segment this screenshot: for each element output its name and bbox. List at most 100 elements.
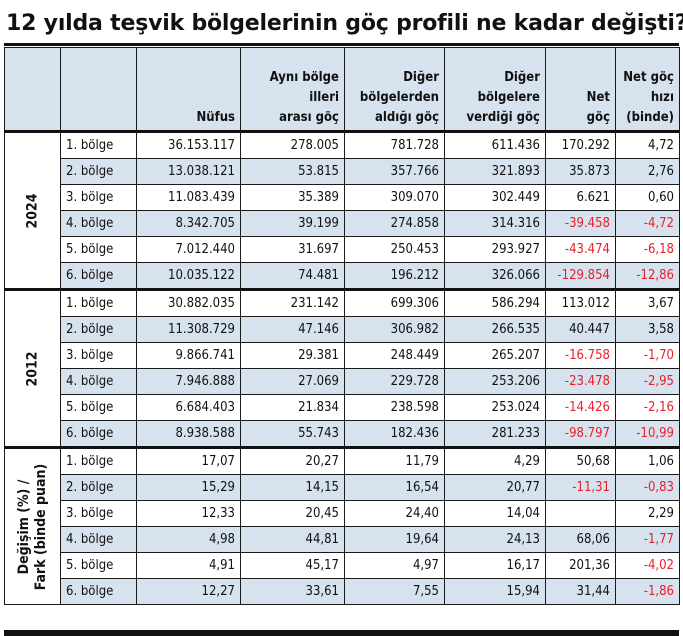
data-cell: 74.481 bbox=[240, 262, 345, 290]
section-label-line: 2012 bbox=[24, 350, 40, 387]
data-cell: -2,95 bbox=[615, 368, 680, 395]
data-cell: 586.294 bbox=[444, 288, 546, 317]
column-header-line: Nüfus bbox=[196, 110, 236, 125]
data-cell: 229.728 bbox=[344, 368, 445, 395]
data-cell: 21.834 bbox=[240, 394, 345, 421]
data-cell: 40.447 bbox=[545, 316, 616, 343]
table-row: 4. bölge 8.342.705 39.199 274.858 314.316 -39… bbox=[5, 210, 680, 237]
section-label: 2024 bbox=[4, 130, 61, 290]
data-cell: -1,86 bbox=[615, 578, 680, 605]
data-cell: -16.758 bbox=[545, 342, 616, 369]
column-header: Nüfus bbox=[136, 47, 241, 132]
data-cell: 314.316 bbox=[444, 210, 546, 237]
data-cell: 699.306 bbox=[344, 288, 445, 317]
region-label: 5. bölge bbox=[60, 236, 137, 263]
column-header: Diğer bölgelerden aldığı göç bbox=[344, 47, 445, 132]
region-label: 4. bölge bbox=[60, 210, 137, 237]
data-cell: 309.070 bbox=[344, 184, 445, 211]
data-cell: 250.453 bbox=[344, 236, 445, 263]
data-cell: 357.766 bbox=[344, 158, 445, 185]
data-cell: 321.893 bbox=[444, 158, 546, 185]
data-cell: 4,72 bbox=[615, 130, 680, 159]
table-row: 2. bölge 11.308.729 47.146 306.982 266.535 40… bbox=[5, 316, 680, 343]
data-cell: 7.012.440 bbox=[136, 236, 241, 263]
data-cell: 16,17 bbox=[444, 552, 546, 579]
region-label: 2. bölge bbox=[60, 316, 137, 343]
data-cell: 27.069 bbox=[240, 368, 345, 395]
region-label: 6. bölge bbox=[60, 262, 137, 290]
column-header-line: hızı bbox=[650, 90, 674, 105]
data-cell: 3,67 bbox=[615, 288, 680, 317]
section-label-line: 2024 bbox=[24, 192, 40, 229]
region-label: 1. bölge bbox=[60, 446, 137, 475]
data-cell: -39.458 bbox=[545, 210, 616, 237]
page-title: 12 yılda teşvik bölgelerinin göç profili… bbox=[6, 11, 683, 36]
column-header-line: göç bbox=[586, 110, 610, 125]
section-label-text: 2024 bbox=[24, 193, 41, 228]
data-cell: 8.938.588 bbox=[136, 420, 241, 448]
data-cell: 47.146 bbox=[240, 316, 345, 343]
column-header: Net göç bbox=[545, 47, 616, 132]
data-cell: 2,76 bbox=[615, 158, 680, 185]
data-cell: 266.535 bbox=[444, 316, 546, 343]
column-header: Aynı bölge illeri arası göç bbox=[240, 47, 345, 132]
data-cell: -10,99 bbox=[615, 420, 680, 448]
data-cell: 3,58 bbox=[615, 316, 680, 343]
region-label: 3. bölge bbox=[60, 184, 137, 211]
data-cell: 274.858 bbox=[344, 210, 445, 237]
data-cell: 33,61 bbox=[240, 578, 345, 605]
column-header-line: Diğer bbox=[403, 70, 439, 85]
header-row: Nüfus Aynı bölge illeri arası göç Diğer bölge… bbox=[4, 47, 680, 132]
data-cell: 248.449 bbox=[344, 342, 445, 369]
data-cell: 781.728 bbox=[344, 130, 445, 159]
column-header-line: Net bbox=[586, 90, 610, 105]
data-cell: 265.207 bbox=[444, 342, 546, 369]
data-cell: 4,98 bbox=[136, 526, 241, 553]
section-label: Değişim (%) / Fark (binde puan) bbox=[4, 446, 61, 605]
data-cell: 19,64 bbox=[344, 526, 445, 553]
bottom-rule bbox=[4, 630, 679, 636]
data-cell: 231.142 bbox=[240, 288, 345, 317]
table-row: 3. bölge 12,33 20,45 24,40 14,04 2,29 bbox=[5, 500, 680, 527]
header-region-corner bbox=[60, 47, 137, 132]
column-header-line: Diğer bbox=[504, 70, 540, 85]
region-label: 3. bölge bbox=[60, 342, 137, 369]
table-header: Nüfus Aynı bölge illeri arası göç Diğer bölge… bbox=[4, 47, 680, 132]
data-cell: 31,44 bbox=[545, 578, 616, 605]
data-cell: 2,29 bbox=[615, 500, 680, 527]
data-cell: 8.342.705 bbox=[136, 210, 241, 237]
data-cell: 611.436 bbox=[444, 130, 546, 159]
section-label-text: 2012 bbox=[24, 351, 41, 386]
data-cell: 196.212 bbox=[344, 262, 445, 290]
data-cell bbox=[545, 500, 616, 527]
data-cell: -4,02 bbox=[615, 552, 680, 579]
column-header-line: verdiği göç bbox=[466, 110, 541, 125]
table-row: Değişim (%) / Fark (binde puan) 1. bölge 17… bbox=[4, 446, 680, 605]
data-cell: 20,27 bbox=[240, 446, 345, 475]
column-header-line: (binde) bbox=[626, 110, 674, 125]
data-cell: 13.038.121 bbox=[136, 158, 241, 185]
region-label: 5. bölge bbox=[60, 552, 137, 579]
data-cell: 35.873 bbox=[545, 158, 616, 185]
data-cell: 16,54 bbox=[344, 474, 445, 501]
table-row: 3. bölge 9.866.741 29.381 248.449 265.207 -16… bbox=[5, 342, 680, 369]
region-label: 3. bölge bbox=[60, 500, 137, 527]
column-header-line: arası göç bbox=[279, 110, 339, 125]
region-label: 1. bölge bbox=[60, 288, 137, 317]
table-row: 4. bölge 4,98 44,81 19,64 24,13 68,06 -1,77 bbox=[5, 526, 680, 553]
data-cell: 6.621 bbox=[545, 184, 616, 211]
data-cell: 4,97 bbox=[344, 552, 445, 579]
data-cell: 44,81 bbox=[240, 526, 345, 553]
data-cell: 11.083.439 bbox=[136, 184, 241, 211]
data-cell: 10.035.122 bbox=[136, 262, 241, 290]
data-cell: 306.982 bbox=[344, 316, 445, 343]
data-cell: 12,27 bbox=[136, 578, 241, 605]
column-header-line: Aynı bölge bbox=[269, 70, 339, 85]
data-cell: 68,06 bbox=[545, 526, 616, 553]
data-cell: 53.815 bbox=[240, 158, 345, 185]
table-row: 5. bölge 6.684.403 21.834 238.598 253.024 -14… bbox=[5, 394, 680, 421]
data-cell: 20,45 bbox=[240, 500, 345, 527]
data-cell: 170.292 bbox=[545, 130, 616, 159]
table-row: 6. bölge 8.938.588 55.743 182.436 281.233 -98… bbox=[5, 420, 680, 448]
region-label: 4. bölge bbox=[60, 368, 137, 395]
